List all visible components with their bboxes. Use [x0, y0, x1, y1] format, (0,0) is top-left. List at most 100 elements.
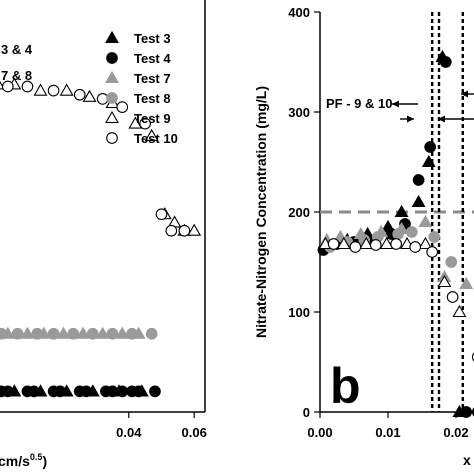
data-point	[76, 326, 90, 339]
data-point	[54, 385, 66, 398]
data-point	[144, 128, 159, 142]
data-point	[421, 154, 436, 168]
x-tick-label: 0.02	[443, 425, 468, 440]
data-point	[411, 194, 426, 208]
panel-a-data-points	[0, 77, 202, 398]
data-point	[437, 274, 452, 288]
data-point	[0, 327, 8, 340]
data-point	[349, 241, 362, 253]
legend-marker	[105, 110, 119, 124]
data-point	[139, 117, 151, 130]
panel-b-letter: b	[330, 358, 361, 414]
data-point	[187, 223, 202, 236]
data-point	[106, 327, 119, 340]
data-point	[1, 385, 14, 398]
data-point	[33, 83, 48, 96]
data-point	[59, 83, 74, 96]
panel-b-x-axis-label: x	[463, 452, 471, 468]
legend-marker	[106, 92, 118, 104]
data-point	[145, 327, 158, 340]
panel-b-annotation: PF - 9 & 10	[326, 96, 392, 111]
data-point	[405, 226, 418, 238]
data-point	[390, 238, 403, 250]
legend-label: Test 4	[134, 51, 171, 66]
x-tick-label: 0.04	[116, 425, 142, 440]
panel-b-y-axis-label: Nitrate-Nitrogen Concentration (mg/L)	[253, 86, 269, 338]
data-point	[424, 141, 437, 153]
data-point	[116, 101, 129, 113]
data-point	[67, 327, 80, 340]
data-point	[165, 224, 178, 237]
y-tick-label: 0	[303, 405, 310, 420]
data-point	[409, 241, 422, 253]
data-point	[20, 326, 35, 339]
data-point	[412, 174, 425, 186]
panel-b: 0 100 200 300 400 0.00 0.01 0.02 Nitrate-Nitrog…	[253, 5, 474, 468]
x-tick-label: 0.06	[182, 425, 207, 440]
panel-b-annotation-arrow	[392, 90, 474, 123]
data-point	[428, 231, 441, 243]
legend-marker	[106, 52, 118, 64]
data-point	[1, 80, 14, 93]
data-point	[149, 385, 161, 398]
y-tick-label: 300	[288, 105, 310, 120]
legend-label: Test 9	[134, 111, 171, 126]
data-point	[80, 385, 93, 398]
data-point	[327, 238, 340, 250]
panel-b-vertical-lines	[431, 12, 464, 412]
data-point	[460, 406, 473, 418]
data-point	[82, 89, 97, 102]
panel-a-cut-legend-label: 7 & 8	[1, 68, 32, 83]
data-point	[452, 304, 467, 318]
data-point	[11, 327, 24, 340]
data-point	[439, 56, 452, 68]
legend-label: Test 8	[134, 91, 171, 106]
data-point	[106, 385, 119, 398]
data-point	[446, 291, 459, 303]
panel-b-data-points	[317, 49, 474, 418]
data-point	[31, 327, 44, 340]
legend-label: Test 10	[134, 131, 178, 146]
data-point	[56, 326, 71, 339]
data-point	[418, 214, 433, 228]
legend-marker	[105, 30, 119, 44]
panel-a-x-axis-label: cm/s0.5)	[0, 452, 47, 469]
y-tick-label: 400	[288, 5, 310, 20]
data-point	[392, 228, 405, 240]
panel-b-ticks: 0 100 200 300 400 0.00 0.01 0.02	[288, 5, 468, 440]
data-point	[21, 80, 34, 93]
legend-label: Test 3	[134, 31, 171, 46]
data-point	[126, 327, 138, 340]
data-point	[95, 326, 110, 339]
data-point	[86, 327, 99, 340]
data-point	[73, 88, 86, 101]
y-tick-label: 200	[288, 205, 310, 220]
data-point	[128, 116, 143, 129]
data-point	[47, 84, 60, 97]
panel-a-x-ticks: 0.04 0.06	[116, 412, 207, 440]
data-point	[28, 385, 40, 398]
data-point	[379, 236, 394, 250]
data-point	[426, 246, 439, 258]
data-point	[155, 208, 168, 221]
x-tick-label: 0.01	[375, 425, 400, 440]
data-point	[459, 276, 474, 290]
data-point	[115, 326, 130, 339]
data-point	[418, 236, 433, 250]
data-point	[178, 224, 191, 237]
panel-a-legend: Test 3 Test 4 Test 7 Test 8 Test 9 Test 10	[105, 30, 178, 146]
y-tick-label: 100	[288, 305, 310, 320]
legend-label: Test 7	[134, 71, 171, 86]
data-point	[47, 327, 60, 340]
legend-marker	[106, 132, 118, 144]
data-point	[336, 236, 351, 250]
legend-marker	[105, 70, 119, 84]
data-point	[445, 256, 458, 268]
data-point	[369, 239, 382, 251]
panel-a-cut-legend-label: 3 & 4	[1, 42, 33, 57]
data-point	[359, 236, 374, 250]
data-point	[132, 385, 145, 398]
data-point	[116, 385, 129, 398]
